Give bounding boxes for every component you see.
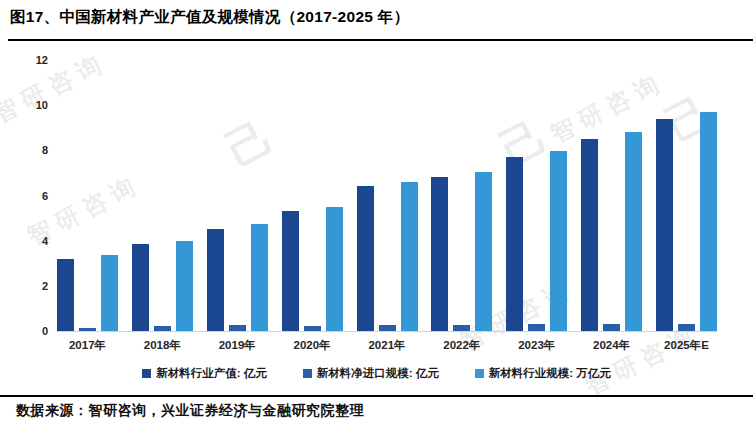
- y-tick-label: 10: [18, 98, 48, 112]
- bar-group-2019年: [207, 60, 268, 331]
- bar-group-2022年: [431, 60, 492, 331]
- legend-label: 新材料行业产值: 亿元: [156, 366, 267, 381]
- x-axis-label: 2017年: [57, 338, 118, 353]
- legend-item: 新材料行业产值: 亿元: [142, 366, 267, 381]
- bar: [475, 172, 492, 331]
- bar: [678, 324, 695, 331]
- plot-area: [57, 60, 717, 332]
- figure-title: 图17、中国新材料产业产值及规模情况（2017-2025 年）: [10, 7, 409, 28]
- legend-item: 新材料净进口规模: 亿元: [303, 366, 439, 381]
- y-tick-label: 0: [18, 324, 48, 338]
- x-axis-label: 2024年: [581, 338, 642, 353]
- bar-group-2025年E: [656, 60, 717, 331]
- bar: [357, 186, 374, 331]
- x-axis-label: 2019年: [207, 338, 268, 353]
- bar: [528, 324, 545, 331]
- footer-divider: [0, 395, 753, 397]
- figure-panel: 图17、中国新材料产业产值及规模情况（2017-2025 年） 智研咨询己 智研…: [0, 0, 753, 438]
- y-tick-label: 2: [18, 279, 48, 293]
- bar: [57, 259, 74, 331]
- bar-chart: 智研咨询己 智研咨询己 智研咨询己 智研咨询智研咨询 024681012 201…: [0, 44, 753, 392]
- y-tick-label: 6: [18, 189, 48, 203]
- x-axis-label: 2021年: [357, 338, 418, 353]
- bar: [656, 119, 673, 331]
- legend-item: 新材料行业规模: 万亿元: [475, 366, 611, 381]
- bar: [282, 211, 299, 331]
- bar: [550, 151, 567, 331]
- x-axis-label: 2020年: [282, 338, 343, 353]
- bar-group-2024年: [581, 60, 642, 331]
- title-divider: [8, 39, 753, 41]
- bar: [453, 325, 470, 331]
- bar: [229, 325, 246, 331]
- legend-label: 新材料净进口规模: 亿元: [317, 366, 439, 381]
- bar: [506, 157, 523, 331]
- x-axis-labels: 2017年 2018年 2019年 2020年 2021年 2022年 2023年 2024年…: [57, 338, 717, 353]
- bar-group-2023年: [506, 60, 567, 331]
- legend-swatch-icon: [303, 369, 312, 378]
- bar: [581, 139, 598, 331]
- y-tick-label: 4: [18, 234, 48, 248]
- bar: [207, 229, 224, 331]
- legend-swatch-icon: [475, 369, 484, 378]
- bar: [401, 182, 418, 331]
- bar-group-2020年: [282, 60, 343, 331]
- bar: [101, 255, 118, 331]
- bar-group-2021年: [357, 60, 418, 331]
- bar-group-2018年: [132, 60, 193, 331]
- bar: [251, 224, 268, 331]
- legend-swatch-icon: [142, 369, 151, 378]
- bar: [625, 132, 642, 331]
- x-axis-label: 2023年: [506, 338, 567, 353]
- legend-label: 新材料行业规模: 万亿元: [489, 366, 611, 381]
- chart-legend: 新材料行业产值: 亿元 新材料净进口规模: 亿元 新材料行业规模: 万亿元: [0, 366, 753, 381]
- bar: [79, 328, 96, 331]
- bar: [326, 207, 343, 331]
- y-tick-label: 8: [18, 143, 48, 157]
- x-axis-label: 2018年: [132, 338, 193, 353]
- y-axis: 024681012: [18, 60, 48, 331]
- bar: [431, 177, 448, 331]
- x-axis-label: 2022年: [431, 338, 492, 353]
- source-note: 数据来源：智研咨询，兴业证券经济与金融研究院整理: [16, 402, 364, 420]
- x-axis-label: 2025年E: [656, 338, 717, 353]
- bar: [304, 326, 321, 331]
- bar: [132, 244, 149, 331]
- bar: [379, 325, 396, 331]
- bar: [603, 324, 620, 331]
- bar: [154, 326, 171, 331]
- bar: [176, 241, 193, 331]
- bar: [700, 112, 717, 331]
- y-tick-label: 12: [18, 53, 48, 67]
- bar-group-2017年: [57, 60, 118, 331]
